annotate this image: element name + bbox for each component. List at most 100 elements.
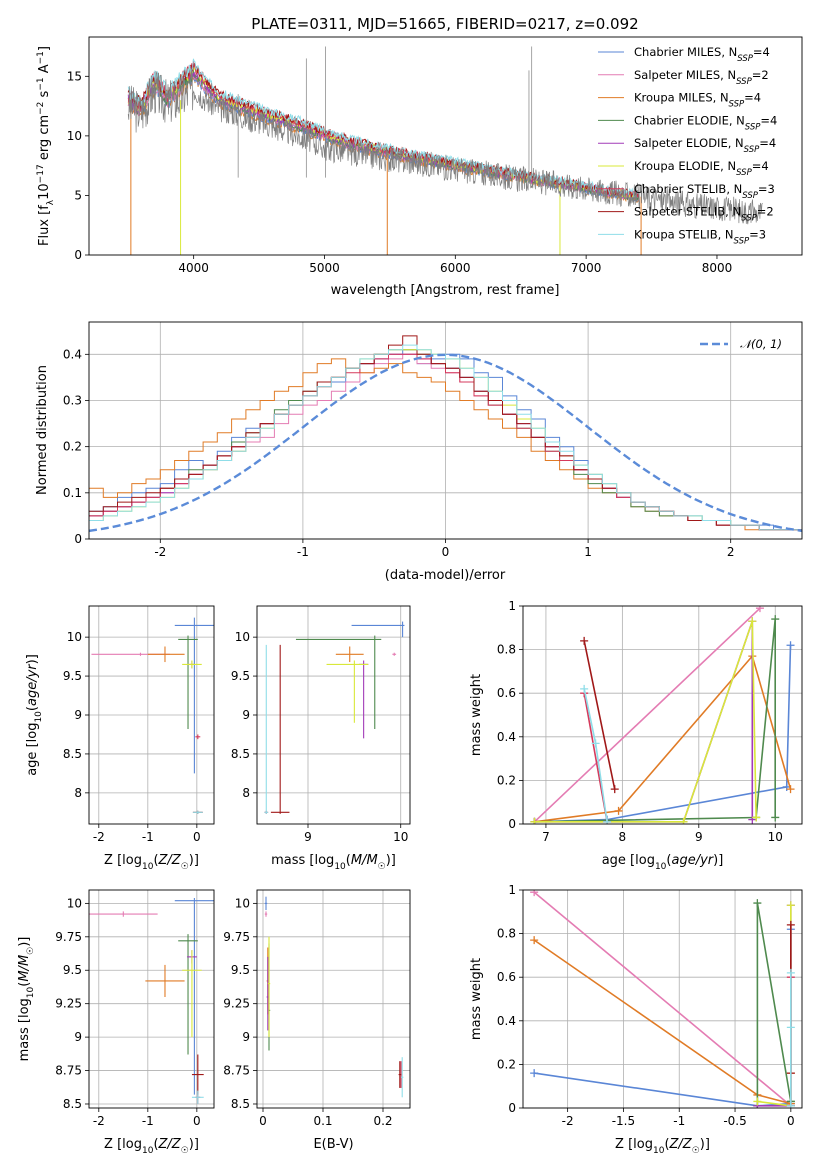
- y-tick-label: 0.8: [497, 927, 516, 941]
- x-tick-label: 6000: [440, 261, 471, 275]
- x-tick-label: 7000: [571, 261, 602, 275]
- legend-tail: =4: [759, 136, 776, 150]
- y-tick-label: 9.5: [63, 963, 82, 977]
- legend-label-kroupa-stelib: Kroupa STELIB, NSSP=3: [634, 227, 766, 246]
- panel-residuals: -2 -1 0 1 2 0 0.1 0.2 0.3 0.4 (data-model)/error No…: [35, 321, 803, 583]
- legend-label-normal: 𝒩(0, 1): [740, 337, 782, 351]
- weight-point: [771, 813, 780, 822]
- x-tick-label: -0.5: [723, 1114, 746, 1128]
- x-tick-label: 10: [393, 830, 408, 844]
- x-tick-label: 5000: [309, 261, 340, 275]
- weight-point: [748, 617, 757, 626]
- weight-point: [786, 1023, 795, 1032]
- errorbar-salpeter-stelib: [270, 644, 290, 814]
- panel-age-vs-Z: -2 -1 0 8 8.5 9 9.5 10 Z [log10(Z/Z☉)] age [log10…: [25, 605, 215, 872]
- errorbar-salpeter-miles: [392, 652, 397, 656]
- legend-tail: =4: [753, 45, 770, 59]
- errorbar-kroupa-elodie: [267, 936, 271, 1038]
- x-tick-label: 8: [619, 830, 627, 844]
- panel-spectrum: 4000 5000 6000 7000 8000 0 5 10 15 wavelength [An…: [36, 36, 803, 298]
- x-tick-label: -1.5: [612, 1114, 635, 1128]
- x-axis-label: mass [log10(M/M☉)]: [271, 853, 396, 872]
- errorbar-chabrier-miles: [174, 617, 214, 774]
- legend-sub: SSP: [736, 77, 752, 87]
- histogram-kroupa-stelib: [89, 344, 802, 539]
- y-tick-label: 8: [74, 786, 82, 800]
- legend-sub: SSP: [734, 236, 750, 246]
- x-tick-label: 1: [584, 545, 592, 559]
- x-tick-label: -2: [93, 830, 105, 844]
- y-tick-label: 9.75: [55, 930, 82, 944]
- errorbar-kroupa-miles: [145, 964, 185, 997]
- x-tick-label: 0: [787, 1114, 795, 1128]
- x-tick-label: 4000: [178, 261, 209, 275]
- errorbar-kroupa-stelib: [192, 810, 203, 814]
- x-axis-label: wavelength [Angstrom, rest frame]: [331, 283, 560, 298]
- y-tick-label: 0.3: [63, 393, 82, 407]
- y-tick-label: 1: [508, 599, 516, 613]
- legend-label-salpeter-elodie: Salpeter ELODIE, NSSP=4: [634, 136, 776, 155]
- y-tick-label: 8.5: [63, 1097, 82, 1111]
- axes-frame: [88, 36, 803, 256]
- weight-line: [583, 640, 616, 790]
- legend-sub: SSP: [745, 122, 761, 132]
- axes-frame: [88, 889, 215, 1109]
- weight-point: [580, 636, 589, 645]
- weight-point: [753, 1097, 762, 1106]
- x-tick-label: -1: [142, 1114, 154, 1128]
- model-spectrum-kroupa-stelib: [127, 58, 639, 198]
- weight-line: [534, 654, 792, 823]
- legend-sub: SSP: [741, 214, 757, 224]
- y-tick-label: 9: [242, 708, 250, 722]
- weight-point: [755, 606, 764, 613]
- x-axis-label: Z [log10(Z/Z☉)]: [104, 1137, 199, 1156]
- x-tick-label: 2: [727, 545, 735, 559]
- legend-main: Kroupa STELIB, N: [634, 227, 734, 241]
- weight-point: [786, 901, 795, 910]
- errorbar-chabrier-stelib: [195, 734, 201, 740]
- legend-tail: =3: [758, 182, 775, 196]
- y-axis-label: mass [log10(M/M☉)]: [17, 937, 36, 1062]
- legend-label-salpeter-stelib: Salpeter STELIB, NSSP=2: [634, 205, 774, 224]
- legend-main: Salpeter MILES, N: [634, 68, 736, 82]
- errorbar-kroupa-stelib: [264, 644, 269, 814]
- y-tick-label: 0: [74, 248, 82, 262]
- errorbar-kroupa-elodie: [182, 660, 202, 669]
- plot-area: [91, 617, 214, 814]
- x-tick-label: 0: [442, 545, 450, 559]
- x-axis-label: age [log10(age/yr)]: [602, 853, 724, 872]
- y-tick-label: 5: [74, 188, 82, 202]
- plot-area: [89, 898, 214, 1104]
- legend-main: Salpeter ELODIE, N: [634, 136, 744, 150]
- y-tick-label: 9.75: [223, 930, 250, 944]
- y-tick-label: 10: [67, 630, 82, 644]
- x-axis-label: Z [log10(Z/Z☉)]: [615, 1137, 710, 1156]
- y-axis-label: mass weight: [469, 674, 484, 756]
- y-tick-label: 9.5: [231, 669, 250, 683]
- y-tick-label: 0.2: [497, 1057, 516, 1071]
- y-tick-label: 0.6: [497, 686, 516, 700]
- errorbar-kroupa-stelib: [401, 1057, 404, 1098]
- weight-point: [786, 1101, 795, 1108]
- weights-salpeter-stelib: [580, 636, 619, 794]
- weight-point: [603, 817, 612, 824]
- axes-frame: [88, 605, 215, 825]
- weight-line: [533, 891, 792, 1107]
- legend-main: Salpeter STELIB, N: [634, 205, 741, 219]
- weight-point: [753, 899, 762, 908]
- y-tick-label: 10: [67, 129, 82, 143]
- y-tick-label: 9.5: [63, 669, 82, 683]
- weight-point: [786, 785, 795, 794]
- plot-area: [264, 621, 405, 814]
- weight-line: [534, 619, 776, 823]
- plot-area: [127, 46, 763, 255]
- y-tick-label: 0: [508, 1101, 516, 1115]
- y-tick-label: 10: [67, 896, 82, 910]
- errorbar-chabrier-elodie: [295, 635, 382, 730]
- legend-label-chabrier-stelib: Chabrier STELIB, NSSP=3: [634, 182, 775, 201]
- y-tick-label: 8.5: [231, 1097, 250, 1111]
- y-axis-label: Normed distribution: [35, 365, 50, 495]
- errorbar-kroupa-stelib: [191, 1090, 204, 1104]
- weight-point: [580, 684, 589, 693]
